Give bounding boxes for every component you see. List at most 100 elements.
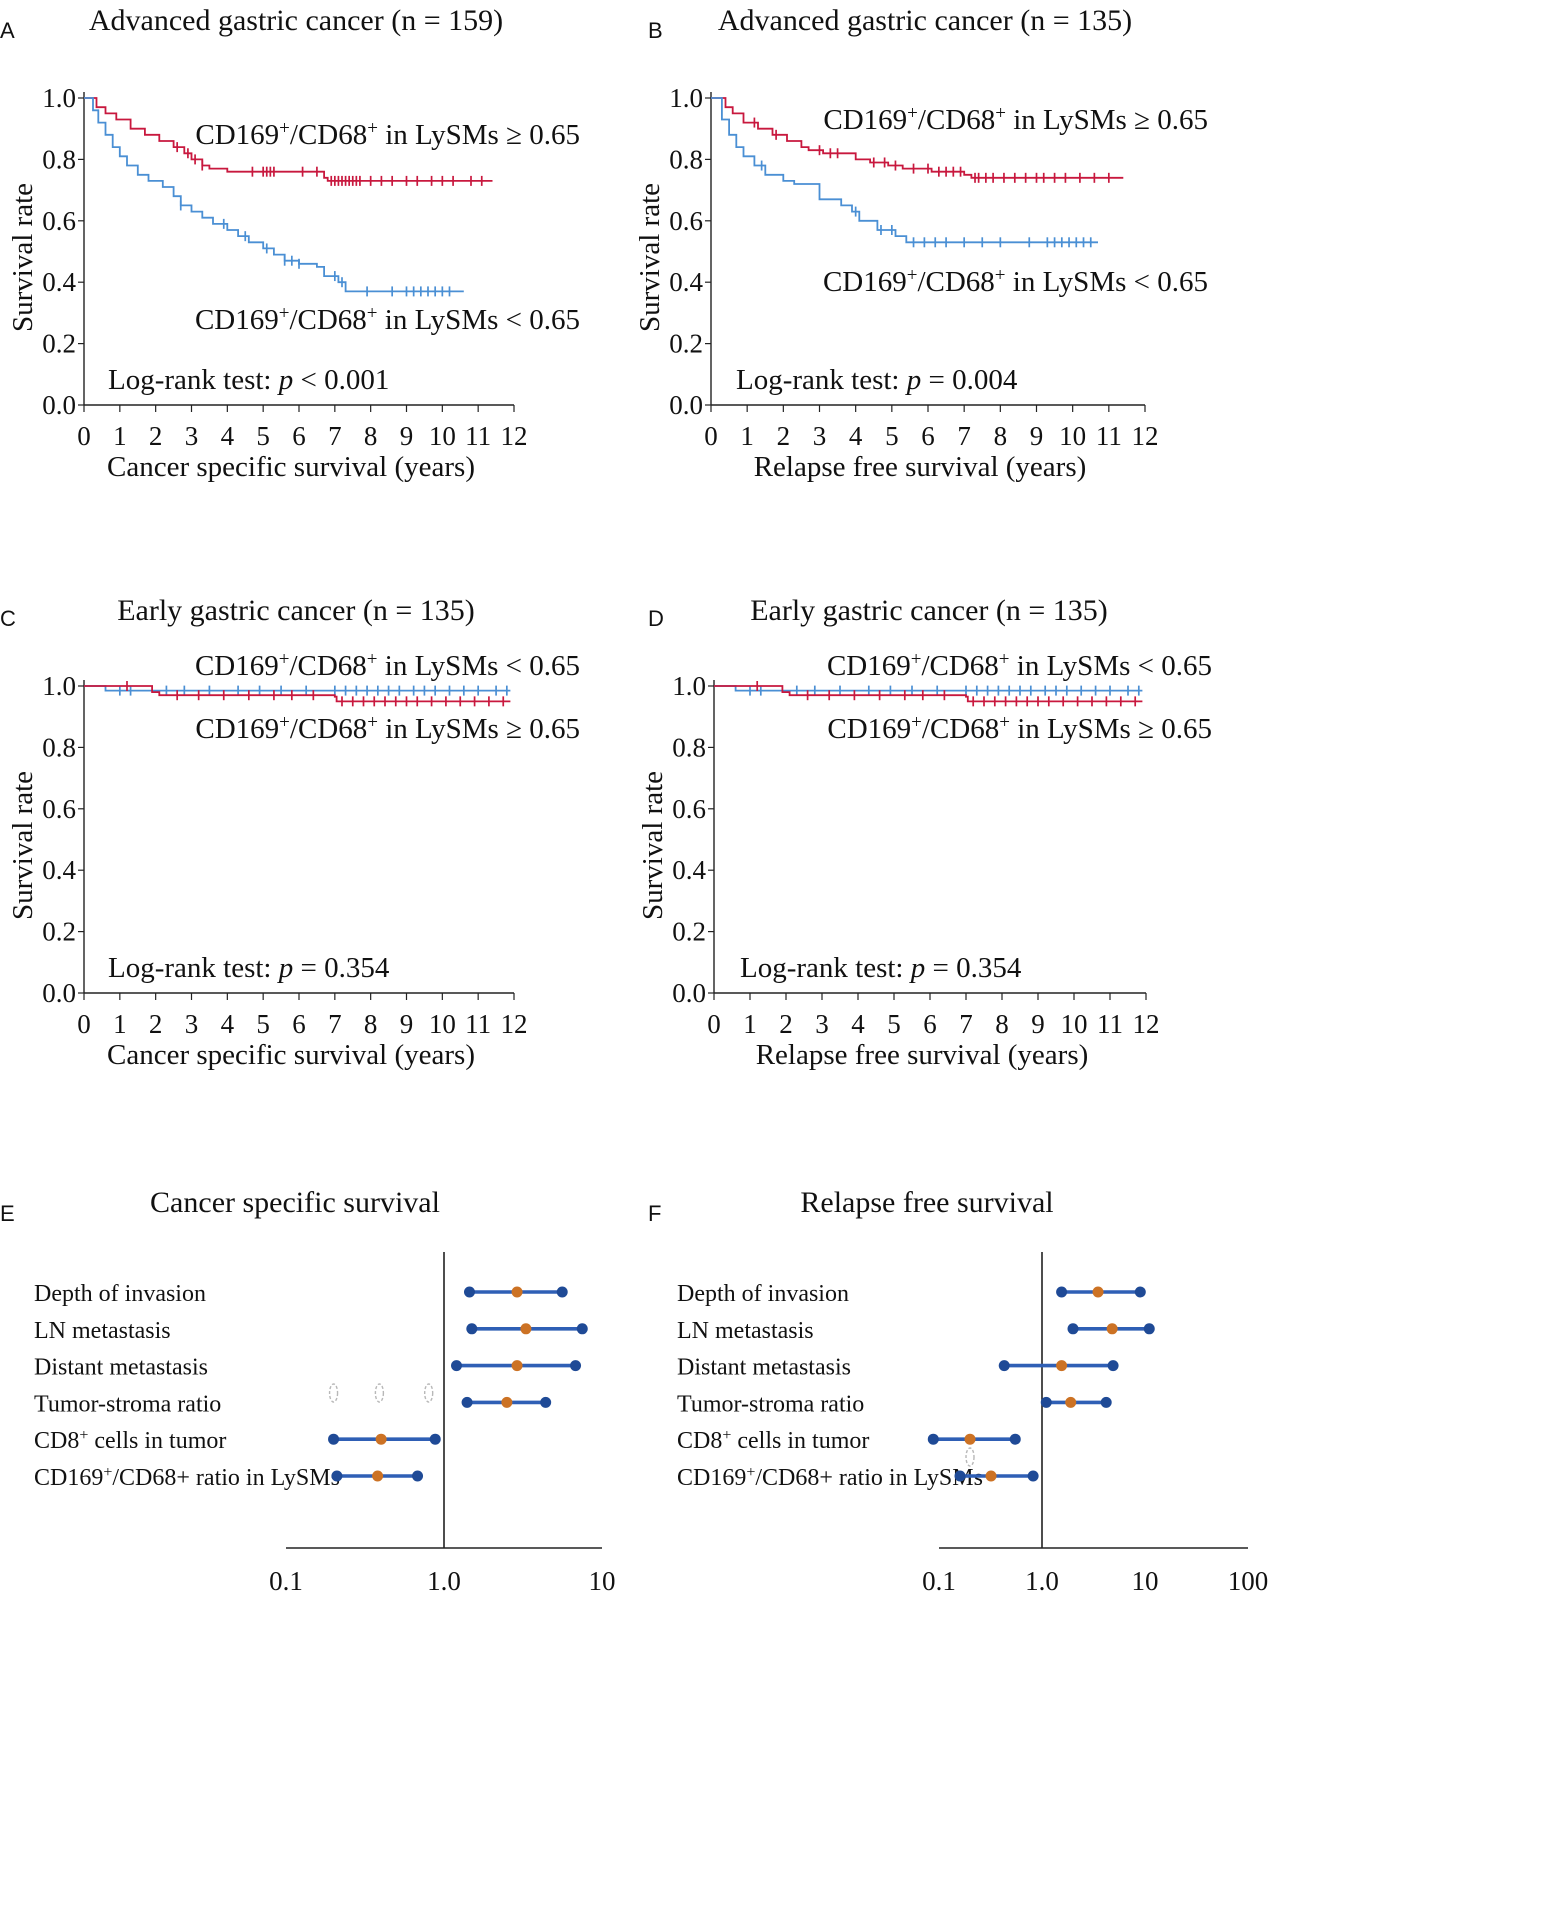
- km-curve-low-ratio: [711, 97, 1098, 244]
- series-label-part: /CD68: [917, 266, 994, 298]
- log-rank-prefix: Log-rank test:: [736, 364, 907, 396]
- x-tick-label: 2: [777, 421, 791, 451]
- series-label-sup: +: [279, 118, 290, 139]
- faint-marker: [965, 1447, 975, 1467]
- ci-lower-marker: [463, 1286, 475, 1298]
- x-tick-label: 8: [364, 421, 378, 451]
- y-tick-label: 0.2: [669, 329, 703, 359]
- x-tick-label: 2: [779, 1009, 793, 1039]
- row-label-part: CD169: [34, 1465, 103, 1491]
- series-label-sup: +: [907, 265, 918, 286]
- x-tick-label: 9: [400, 1009, 414, 1039]
- log-rank-value: = 0.004: [921, 364, 1018, 396]
- series-label-part: in LySMs < 0.65: [378, 650, 580, 682]
- panel-letter: F: [648, 1201, 661, 1226]
- ci-upper-marker: [576, 1323, 588, 1335]
- ci-upper-marker: [540, 1396, 552, 1408]
- ci-upper-marker: [570, 1360, 582, 1372]
- log-rank-test: Log-rank test: p < 0.001: [108, 364, 389, 396]
- series-label-part: /CD68: [290, 119, 367, 151]
- faint-marker: [423, 1383, 434, 1403]
- x-tick-label: 8: [995, 1009, 1009, 1039]
- y-axis-label: Survival rate: [7, 183, 39, 332]
- x-tick-label: 0: [77, 1009, 91, 1039]
- x-tick-label: 11: [1097, 1009, 1123, 1039]
- y-tick-label: 0.4: [42, 267, 76, 297]
- series-label-part: /CD68: [922, 713, 999, 745]
- x-tick-label: 1: [113, 421, 127, 451]
- row-label-sup: +: [79, 1427, 88, 1444]
- series-label-part: in LySMs ≥ 0.65: [378, 119, 580, 151]
- ci-lower-marker: [1040, 1396, 1052, 1408]
- log-rank-p: p: [905, 364, 922, 396]
- km-curve-high-ratio: [714, 685, 1143, 703]
- series-label: CD169+/CD68+ in LySMs < 0.65: [195, 649, 580, 683]
- x-tick-label: 0: [707, 1009, 721, 1039]
- x-tick-label: 6: [921, 421, 935, 451]
- row-label: CD169+/CD68+ ratio in LySMs: [34, 1464, 340, 1492]
- row-label-sup: +: [746, 1464, 755, 1481]
- series-label-sup: +: [367, 118, 378, 139]
- hazard-ratio-point: [1056, 1360, 1068, 1372]
- series-label-part: in LySMs < 0.65: [1010, 650, 1212, 682]
- series-label-part: CD169: [195, 713, 279, 745]
- row-label: Tumor-stroma ratio: [34, 1391, 221, 1417]
- ci-upper-marker: [1143, 1323, 1155, 1335]
- row-label-part: CD8: [677, 1428, 722, 1454]
- ci-upper-marker: [1027, 1470, 1039, 1482]
- y-tick-label: 0.0: [42, 978, 76, 1008]
- row-label-part: CD169: [677, 1465, 746, 1491]
- hazard-ratio-point: [511, 1286, 523, 1298]
- hazard-ratio-point: [1106, 1323, 1118, 1335]
- ci-lower-marker: [1056, 1286, 1068, 1298]
- series-label-part: in LySMs ≥ 0.65: [1006, 104, 1208, 136]
- log-rank-prefix: Log-rank test:: [108, 952, 279, 984]
- series-label-part: in LySMs < 0.65: [378, 304, 580, 336]
- hazard-ratio-point: [1092, 1286, 1104, 1298]
- row-label-part: Tumor-stroma ratio: [677, 1391, 864, 1417]
- x-tick-label: 2: [149, 1009, 163, 1039]
- panel-letter: B: [648, 18, 663, 43]
- series-label-part: /CD68: [918, 104, 995, 136]
- km-curve-high-ratio: [711, 97, 1124, 179]
- ci-upper-marker: [412, 1470, 424, 1482]
- log-rank-test: Log-rank test: p = 0.354: [108, 952, 390, 984]
- row-label: CD8+ cells in tumor: [677, 1427, 869, 1455]
- x-tick-label: 4: [849, 421, 863, 451]
- x-tick-label: 7: [328, 421, 342, 451]
- x-tick-label: 7: [957, 421, 971, 451]
- y-tick-label: 0.2: [42, 329, 76, 359]
- x-tick-label: 12: [1132, 421, 1159, 451]
- x-axis-label: Cancer specific survival (years): [107, 451, 475, 483]
- x-tick-label: 5: [885, 421, 899, 451]
- row-label-part: LN metastasis: [34, 1318, 171, 1344]
- log-rank-p: p: [909, 952, 926, 984]
- series-label-part: /CD68: [921, 650, 998, 682]
- log-rank-p: p: [277, 364, 294, 396]
- x-tick-label: 10: [589, 1566, 616, 1596]
- hazard-ratio-point: [501, 1396, 513, 1408]
- x-tick-label: 3: [813, 421, 827, 451]
- series-label-sup: +: [999, 649, 1010, 670]
- series-label-sup: +: [995, 103, 1006, 124]
- series-label-sup: +: [279, 649, 290, 670]
- y-tick-label: 1.0: [672, 671, 706, 701]
- row-label: LN metastasis: [677, 1318, 814, 1344]
- chart-title: Relapse free survival: [800, 1186, 1053, 1219]
- row-label-part: LN metastasis: [677, 1318, 814, 1344]
- series-label-part: /CD68: [289, 650, 366, 682]
- series-label-sup: +: [367, 712, 378, 733]
- x-axis-label: Relapse free survival (years): [754, 451, 1087, 483]
- ci-lower-marker: [927, 1433, 939, 1445]
- row-label-part: cells in tumor: [731, 1428, 869, 1454]
- row-label-part: Distant metastasis: [34, 1355, 208, 1381]
- ci-lower-marker: [1067, 1323, 1079, 1335]
- x-tick-label: 3: [185, 1009, 199, 1039]
- y-tick-label: 0.8: [42, 144, 76, 174]
- series-label-sup: +: [911, 649, 922, 670]
- log-rank-prefix: Log-rank test:: [740, 952, 911, 984]
- y-tick-label: 0.0: [672, 978, 706, 1008]
- series-label-part: CD169: [195, 304, 279, 336]
- x-tick-label: 8: [364, 1009, 378, 1039]
